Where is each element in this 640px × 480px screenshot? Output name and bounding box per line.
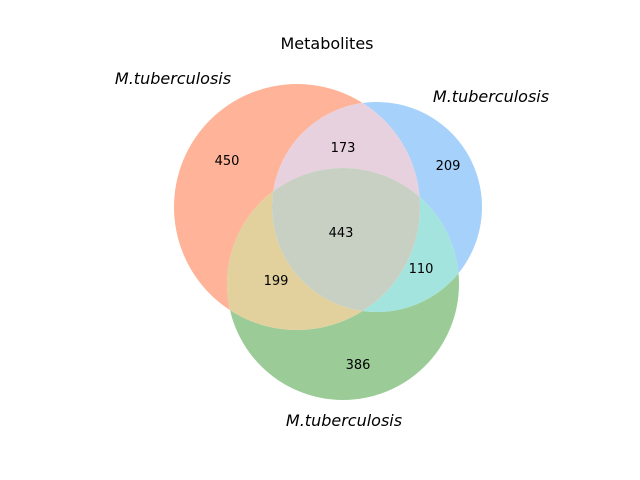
set-label-b: M.tuberculosis — [433, 87, 549, 106]
count-b-only: 209 — [436, 159, 461, 174]
region-abc — [272, 168, 420, 312]
count-c-only: 386 — [346, 358, 371, 373]
set-label-c: M.tuberculosis — [286, 411, 402, 430]
diagram-title: Metabolites — [280, 34, 373, 53]
count-ac-only: 199 — [264, 274, 289, 289]
count-a-only: 450 — [215, 154, 240, 169]
count-ab-only: 173 — [331, 141, 356, 156]
set-label-a: M.tuberculosis — [115, 69, 231, 88]
count-bc-only: 110 — [409, 262, 434, 277]
count-abc: 443 — [329, 226, 354, 241]
